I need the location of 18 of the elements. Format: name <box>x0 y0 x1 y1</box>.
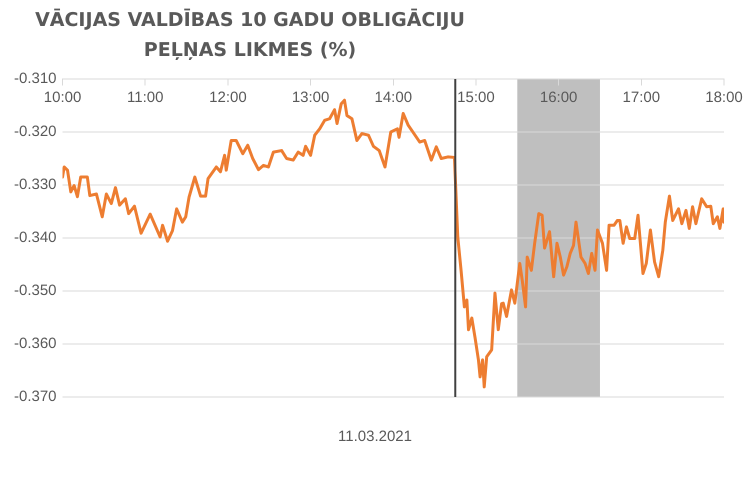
x-tick-label: 12:00 <box>209 89 247 106</box>
x-tick-label: 15:00 <box>457 89 495 106</box>
y-tick-label: -0.350 <box>14 282 57 300</box>
x-tick-label: 11:00 <box>126 89 164 106</box>
x-tick-label: 13:00 <box>292 89 330 106</box>
x-tick-label: 16:00 <box>540 89 578 106</box>
y-tick-label: -0.370 <box>14 388 57 406</box>
x-tick-label: 14:00 <box>374 89 412 106</box>
y-tick-label: -0.340 <box>14 229 57 246</box>
x-tick-label: 10:00 <box>44 89 82 106</box>
y-tick-label: -0.320 <box>14 123 57 140</box>
x-axis-title: 11.03.2021 <box>337 428 413 445</box>
chart-title: VĀCIJAS VALDĪBAS 10 GADU OBLIGĀCIJU PEĻŅAS LIKMES (%) <box>34 8 466 63</box>
x-tick-label: 17:00 <box>622 89 660 106</box>
y-tick-label: -0.310 <box>14 70 57 88</box>
y-tick-label: -0.330 <box>14 176 57 194</box>
y-tick-label: -0.360 <box>14 335 57 352</box>
x-tick-label: 18:00 <box>705 89 743 106</box>
